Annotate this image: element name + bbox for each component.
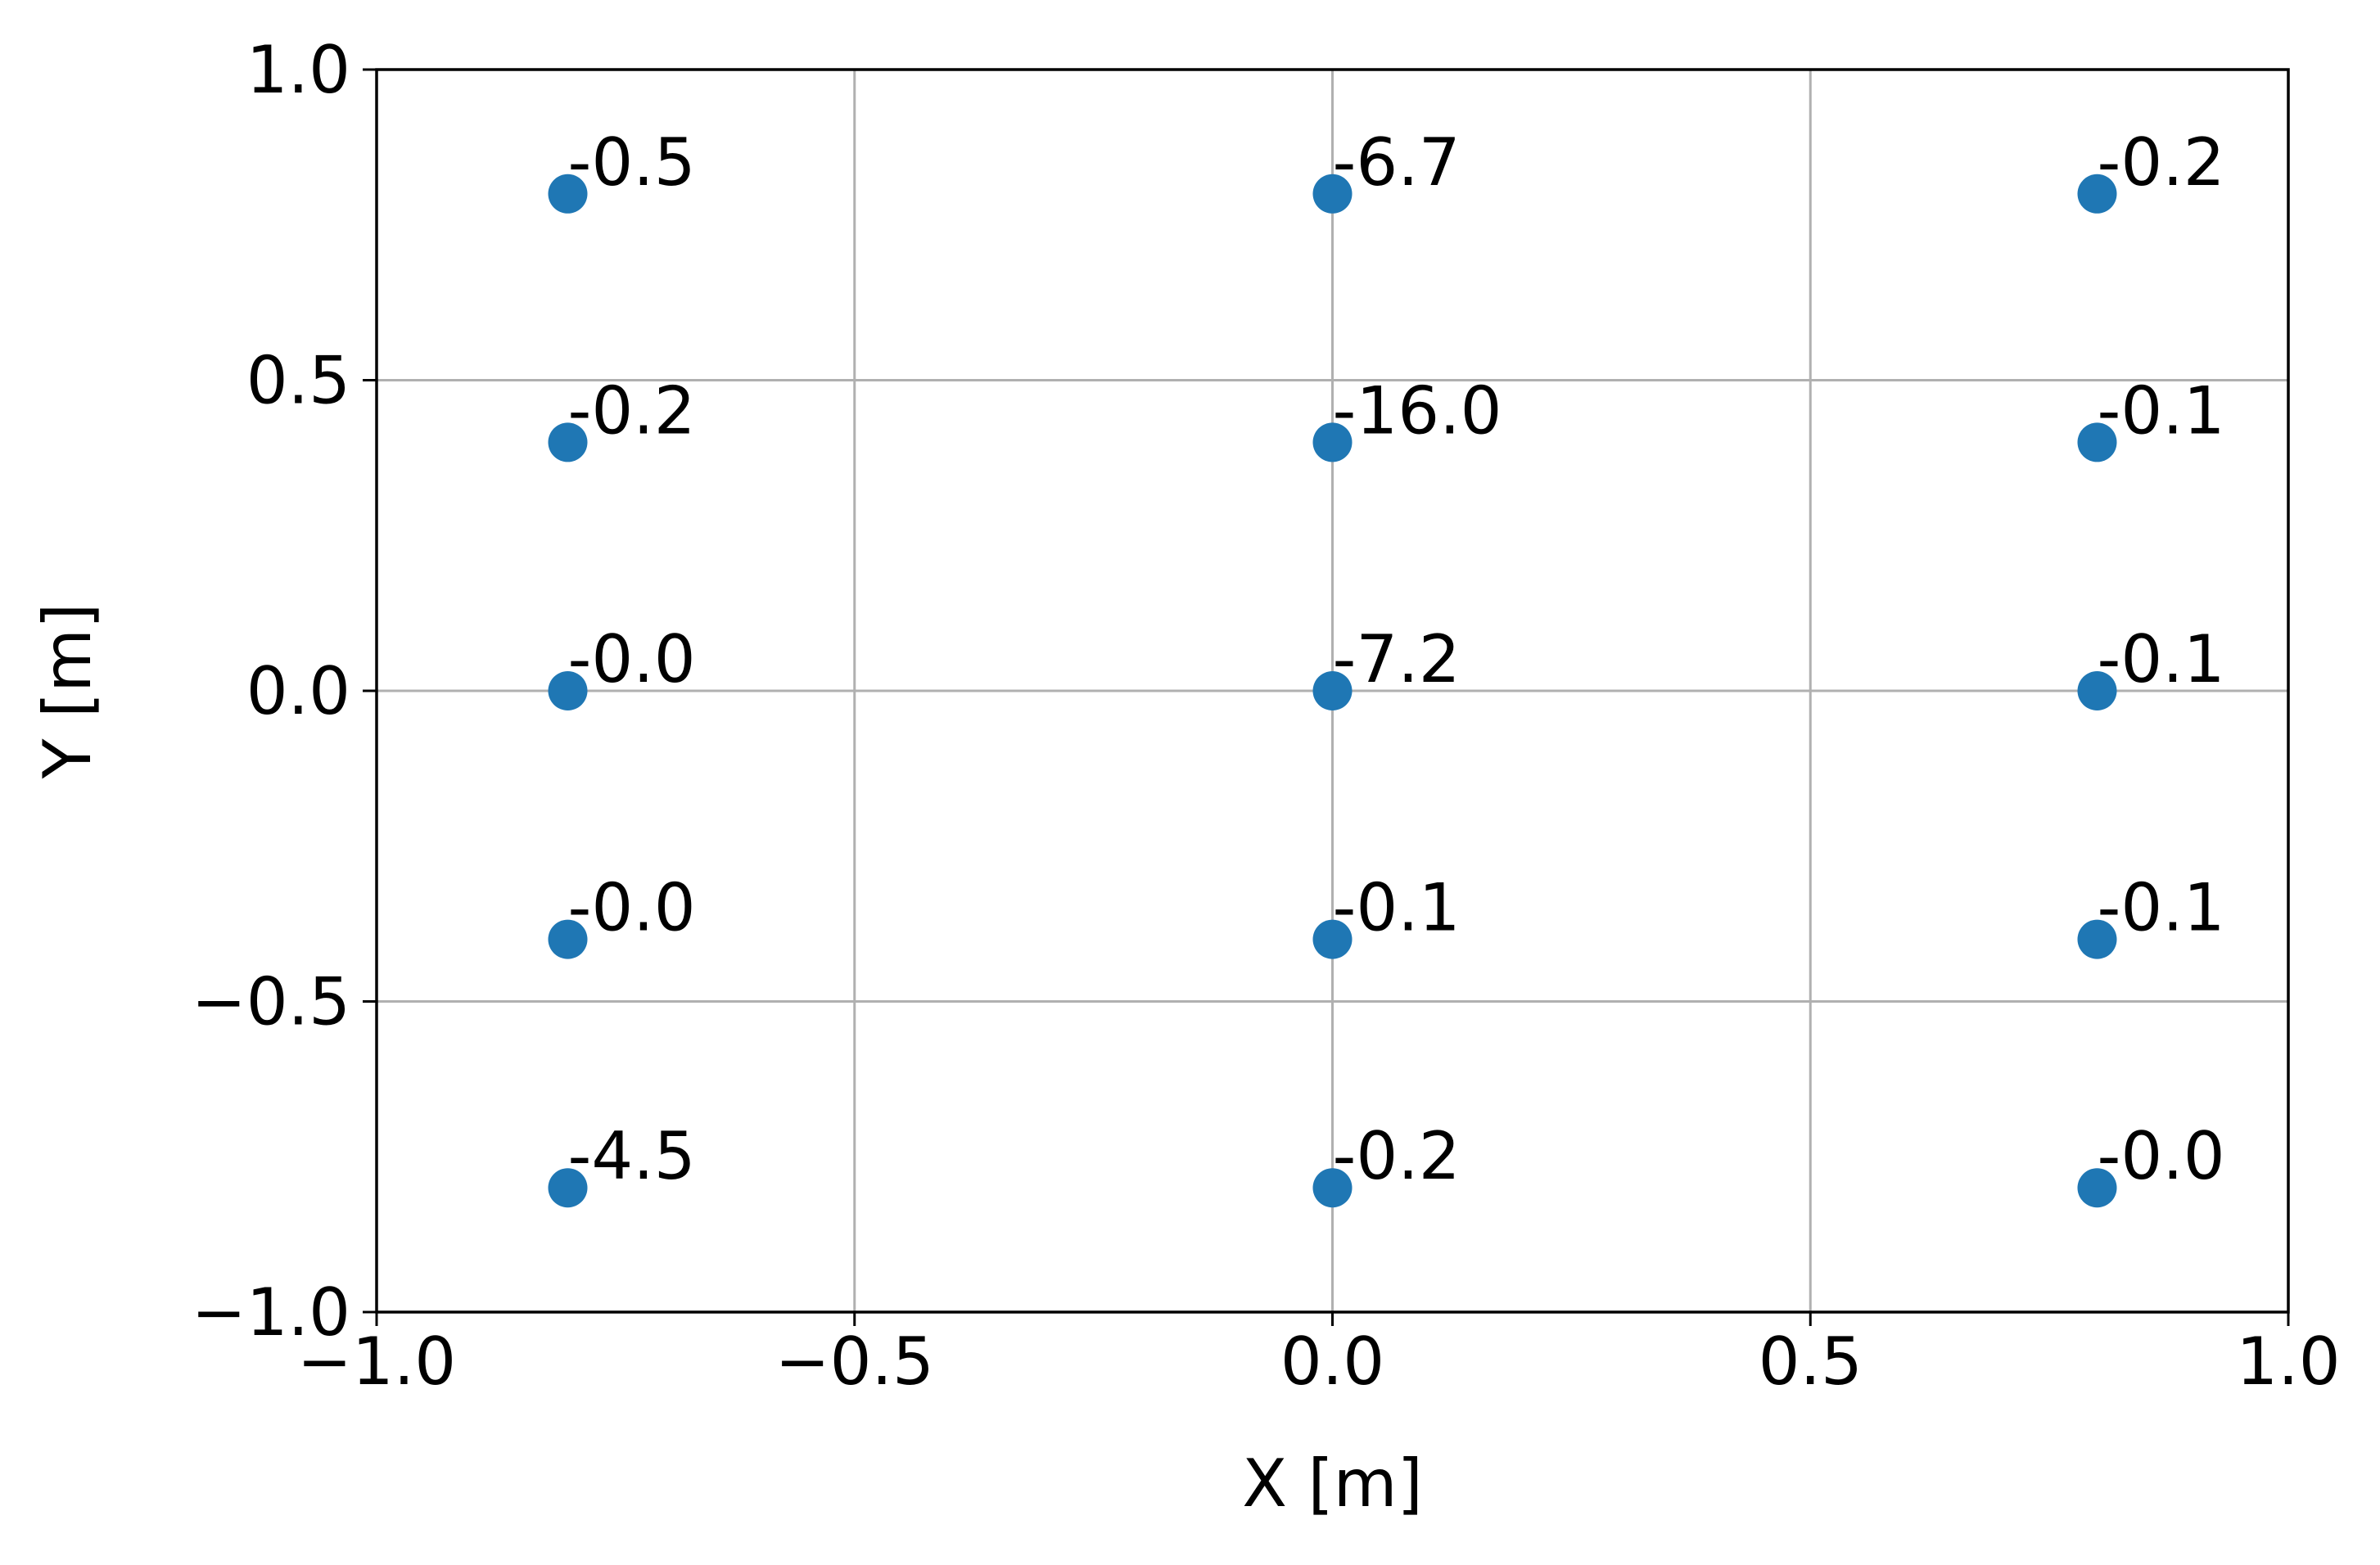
y-tick-label: 0.0 <box>246 653 350 729</box>
data-point <box>1312 671 1353 710</box>
data-point <box>548 174 588 214</box>
data-label: -0.1 <box>1333 870 1461 946</box>
data-point <box>548 422 588 462</box>
data-point <box>548 671 588 710</box>
y-tick-label: 1.0 <box>246 32 350 108</box>
data-point <box>548 1168 588 1208</box>
data-label: -6.7 <box>1333 124 1461 201</box>
x-tick-label: 0.0 <box>1280 1324 1384 1400</box>
data-point <box>1312 174 1353 214</box>
data-label: -7.2 <box>1333 621 1461 697</box>
x-tick-label: 0.5 <box>1759 1324 1863 1400</box>
data-point <box>1312 422 1353 462</box>
data-label: -4.5 <box>568 1118 696 1194</box>
axis-ticks: −1.0 −0.5 0.0 0.5 1.0 −1.0 −0.5 0.0 0.5 1.0 <box>192 32 2341 1400</box>
data-label: -0.2 <box>2098 124 2225 201</box>
data-label: -0.2 <box>1333 1118 1461 1194</box>
data-label: -0.1 <box>2098 870 2225 946</box>
data-point <box>2077 422 2117 462</box>
data-label: -0.0 <box>568 621 696 697</box>
data-label: -0.2 <box>568 372 696 449</box>
x-tick-label: 1.0 <box>2236 1324 2340 1400</box>
data-point <box>2077 1168 2117 1208</box>
data-point <box>2077 671 2117 710</box>
data-label: -0.0 <box>568 870 696 946</box>
data-label: -0.1 <box>2098 372 2225 449</box>
data-label: -0.0 <box>2098 1118 2225 1194</box>
data-point <box>2077 919 2117 959</box>
y-tick-label: 0.5 <box>246 343 350 419</box>
data-point <box>1312 1168 1353 1208</box>
data-points <box>548 174 2117 1208</box>
data-labels: -0.5 -0.2 -0.0 -0.0 -4.5 -6.7 -16.0 -7.2 -0.1 -0.… <box>568 124 2225 1194</box>
data-point <box>1312 919 1353 959</box>
y-tick-label: −1.0 <box>192 1274 350 1351</box>
data-label: -0.5 <box>568 124 696 201</box>
y-tick-label: −0.5 <box>192 964 350 1040</box>
x-tick-label: −1.0 <box>297 1324 456 1400</box>
x-tick-label: −0.5 <box>775 1324 934 1400</box>
data-label: -0.1 <box>2098 621 2225 697</box>
x-axis-label: X [m] <box>1242 1445 1423 1522</box>
data-point <box>548 919 588 959</box>
data-label: -16.0 <box>1333 372 1502 449</box>
data-point <box>2077 174 2117 214</box>
y-axis-label: Y [m] <box>29 603 106 780</box>
